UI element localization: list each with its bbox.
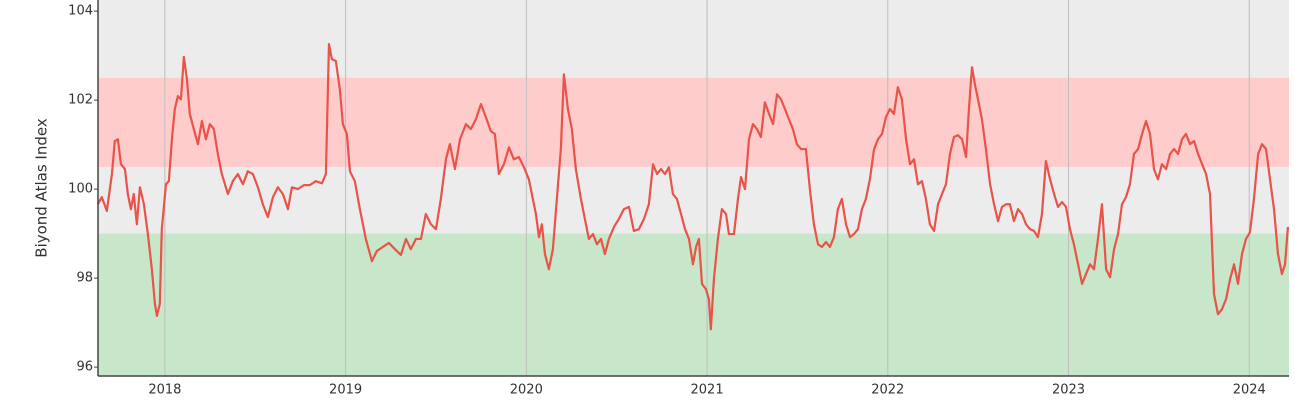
y-tick-label: 102 [68, 93, 93, 108]
y-tick-label: 98 [76, 271, 93, 286]
series-line [96, 42, 1290, 331]
x-tick-label: 2021 [691, 383, 724, 398]
y-tick-label: 96 [76, 360, 93, 375]
y-axis-label: Biyond Atlas Index [33, 118, 51, 258]
y-tick-label: 104 [68, 4, 93, 19]
y-tick-label: 100 [68, 182, 93, 197]
x-tick-label: 2018 [148, 383, 181, 398]
x-tick-label: 2024 [1233, 383, 1266, 398]
band [98, 77, 1289, 167]
x-tick-label: 2022 [871, 383, 904, 398]
x-tick-label: 2023 [1052, 383, 1085, 398]
x-tick-label: 2020 [510, 383, 543, 398]
x-tick-label: 2019 [329, 383, 362, 398]
